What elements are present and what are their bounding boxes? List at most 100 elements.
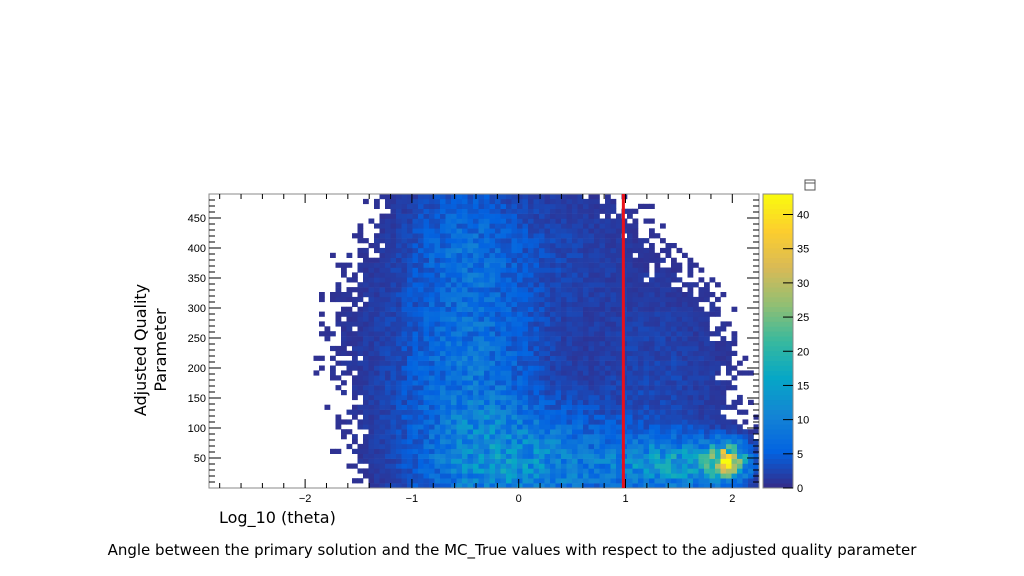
heatmap-cell: [544, 360, 551, 366]
heatmap-cell: [698, 277, 705, 283]
heatmap-cell: [687, 267, 694, 273]
heatmap-cell: [484, 252, 490, 258]
heatmap-cell: [632, 208, 639, 214]
heatmap-cell: [704, 287, 710, 293]
heatmap-cell: [715, 394, 721, 401]
heatmap-cell: [660, 238, 666, 244]
heatmap-cell: [456, 414, 463, 420]
heatmap-cell: [599, 208, 606, 214]
heatmap-cell: [555, 257, 562, 263]
heatmap-cell: [423, 439, 430, 445]
heatmap-cell: [720, 292, 727, 298]
heatmap-cell: [698, 355, 705, 361]
heatmap-cell: [484, 414, 490, 420]
heatmap-cell: [638, 409, 644, 415]
heatmap-cell: [693, 448, 699, 454]
heatmap-cell: [561, 336, 567, 342]
heatmap-cell: [451, 292, 457, 298]
heatmap-cell: [715, 468, 721, 474]
heatmap-cell: [506, 478, 512, 484]
heatmap-cell: [374, 301, 380, 307]
heatmap-cell: [660, 267, 666, 273]
heatmap-cell: [594, 394, 600, 401]
heatmap-cell: [401, 483, 408, 489]
heatmap-cell: [583, 404, 589, 410]
heatmap-cell: [539, 390, 545, 396]
heatmap-cell: [643, 375, 650, 381]
heatmap-cell: [495, 380, 501, 386]
heatmap-cell: [412, 306, 419, 312]
heatmap-cell: [467, 473, 474, 479]
heatmap-cell: [522, 453, 529, 459]
heatmap-cell: [583, 257, 589, 263]
heatmap-cell: [407, 208, 413, 214]
heatmap-cell: [522, 409, 529, 415]
heatmap-cell: [698, 429, 705, 435]
heatmap-cell: [434, 213, 441, 219]
heatmap-cell: [451, 218, 457, 224]
heatmap-cell: [407, 326, 413, 332]
heatmap-cell: [440, 336, 446, 342]
heatmap-cell: [407, 287, 413, 293]
heatmap-cell: [577, 365, 584, 371]
heatmap-cell: [484, 434, 490, 440]
heatmap-cell: [572, 233, 578, 239]
heatmap-cell: [368, 390, 375, 396]
heatmap-cell: [462, 443, 468, 450]
heatmap-cell: [709, 375, 716, 381]
heatmap-cell: [522, 463, 529, 469]
heatmap-cell: [462, 272, 468, 278]
heatmap-cell: [368, 316, 375, 322]
heatmap-cell: [517, 306, 523, 312]
heatmap-cell: [407, 262, 413, 268]
heatmap-cell: [522, 203, 529, 209]
heatmap-cell: [599, 331, 606, 337]
heatmap-cell: [704, 321, 710, 327]
heatmap-cell: [583, 468, 589, 474]
heatmap-cell: [566, 341, 573, 347]
heatmap-cell: [660, 439, 666, 445]
heatmap-cell: [407, 292, 413, 298]
colorbar-band: [763, 213, 793, 219]
heatmap-cell: [555, 360, 562, 366]
heatmap-cell: [462, 262, 468, 268]
heatmap-cell: [726, 458, 732, 464]
colorbar-band: [763, 282, 793, 288]
colorbar-band: [763, 233, 793, 239]
heatmap-cell: [687, 316, 694, 322]
heatmap-cell: [511, 429, 518, 435]
heatmap-cell: [605, 429, 611, 435]
heatmap-cell: [544, 292, 551, 298]
heatmap-cell: [473, 336, 479, 342]
heatmap-cell: [412, 208, 419, 214]
heatmap-cell: [429, 272, 435, 278]
heatmap-cell: [341, 267, 347, 273]
colorbar-band: [763, 208, 793, 214]
heatmap-cell: [594, 478, 600, 484]
heatmap-cell: [572, 247, 578, 254]
x-tick-label: 2: [729, 493, 735, 505]
heatmap-cell: [544, 365, 551, 371]
heatmap-cell: [528, 478, 534, 484]
heatmap-cell: [528, 375, 534, 381]
heatmap-cell: [456, 355, 463, 361]
heatmap-cell: [484, 292, 490, 298]
heatmap-cell: [440, 321, 446, 327]
heatmap-cell: [720, 414, 727, 420]
heatmap-cell: [654, 257, 661, 263]
window-icon[interactable]: [804, 179, 816, 191]
heatmap-cell: [753, 453, 760, 459]
heatmap-cell: [550, 385, 556, 391]
heatmap-cell: [588, 331, 595, 337]
heatmap-cell: [550, 414, 556, 420]
heatmap-cell: [561, 321, 567, 327]
heatmap-cell: [544, 404, 551, 410]
heatmap-cell: [500, 404, 507, 410]
heatmap-cell: [544, 198, 551, 205]
heatmap-cell: [456, 262, 463, 268]
heatmap-cell: [511, 301, 518, 307]
heatmap-cell: [500, 370, 507, 376]
heatmap-cell: [594, 247, 600, 254]
heatmap-cell: [429, 247, 435, 254]
heatmap-cell: [385, 424, 391, 430]
